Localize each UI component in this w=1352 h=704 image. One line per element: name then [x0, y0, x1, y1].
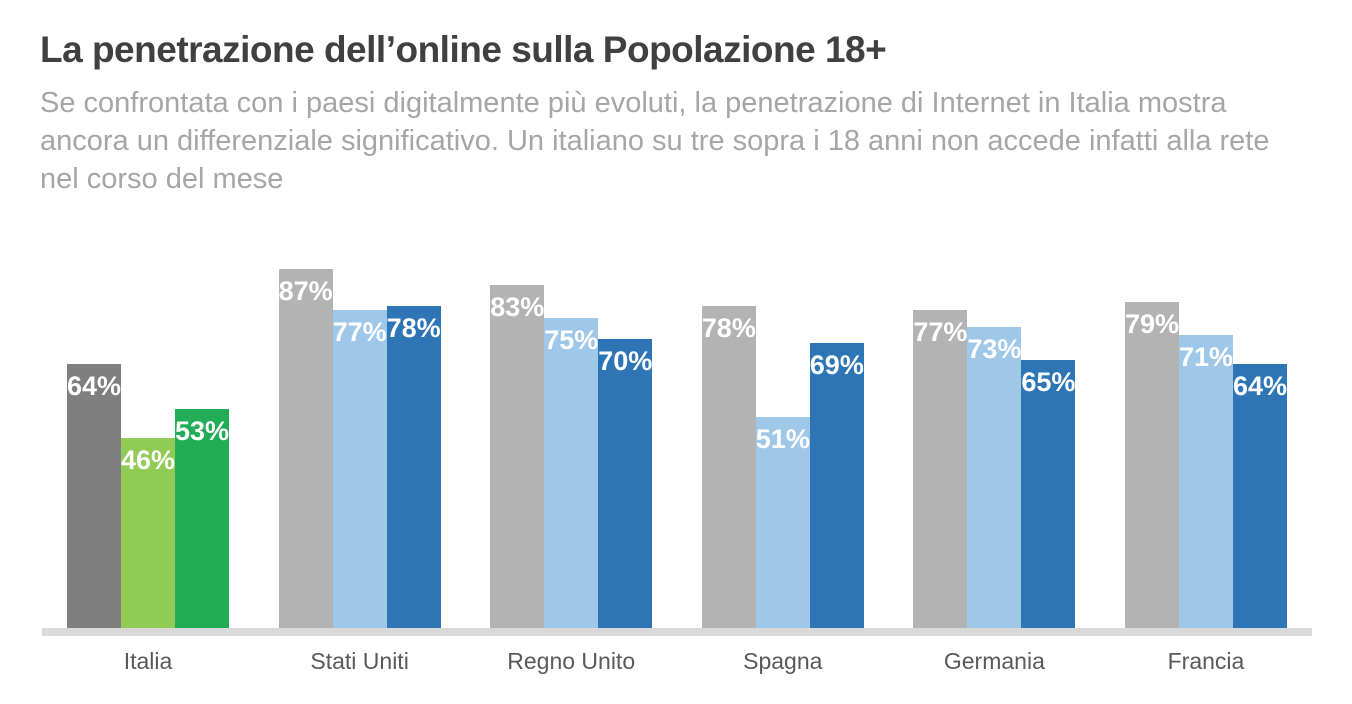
- bar: 78%: [386, 306, 441, 628]
- bar: 83%: [490, 285, 544, 628]
- bar-value-label: 69%: [809, 350, 864, 380]
- bar-value-label: 77%: [913, 317, 968, 347]
- bar-group-stati-uniti: 87% 77% 78%: [278, 269, 441, 628]
- bar-value-label: 64%: [67, 371, 122, 401]
- x-axis-baseline: [42, 628, 1312, 636]
- bar: 51%: [755, 417, 810, 628]
- bar-value-label: 78%: [701, 313, 756, 343]
- category-label: Regno Unito: [507, 648, 636, 674]
- bar: 46%: [121, 438, 175, 628]
- bar-value-label: 75%: [544, 325, 599, 355]
- bar-value-label: 73%: [967, 334, 1022, 364]
- bar-value-label: 70%: [598, 346, 653, 376]
- bar-value-label: 64%: [1232, 371, 1288, 401]
- category-label: Italia: [123, 648, 173, 674]
- category-axis-labels: Italia Stati Uniti Regno Unito Spagna German…: [42, 648, 1312, 675]
- category-label: Germania: [943, 648, 1045, 674]
- bar-value-label: 51%: [755, 424, 810, 454]
- bar-value-label: 53%: [175, 416, 230, 446]
- bar-group-italia: 64% 46% 53%: [67, 364, 229, 628]
- plot-area: 64% 46% 53% 87% 77% 78% 83% 75% 70% 78% 51% 69% 77% 7…: [42, 215, 1312, 628]
- bar-value-label: 83%: [490, 292, 545, 322]
- bar: 77%: [332, 310, 387, 628]
- bar: 65%: [1021, 360, 1075, 628]
- chart-title: La penetrazione dell’online sulla Popola…: [40, 29, 887, 70]
- bar: 75%: [544, 318, 598, 628]
- bar: 71%: [1178, 335, 1234, 628]
- bar-group-regno-unito: 83% 75% 70%: [490, 285, 652, 628]
- bar: 64%: [1232, 364, 1288, 628]
- category-label: Francia: [1167, 648, 1245, 674]
- bar-group-spagna: 78% 51% 69%: [701, 306, 864, 628]
- bar: 53%: [175, 409, 229, 628]
- bar: 70%: [598, 339, 652, 628]
- bar: 78%: [701, 306, 756, 628]
- bar: 77%: [913, 310, 967, 628]
- bar: 79%: [1124, 302, 1180, 628]
- bar-value-label: 71%: [1178, 342, 1234, 372]
- bar-value-label: 46%: [121, 445, 176, 475]
- bar-value-label: 79%: [1124, 309, 1180, 339]
- bar-group-francia: 79% 71% 64%: [1124, 302, 1288, 628]
- bar-value-label: 87%: [278, 276, 333, 306]
- category-label: Spagna: [743, 648, 823, 674]
- chart-subtitle: Se confrontata con i paesi digitalmente …: [40, 86, 1270, 195]
- bar-value-label: 77%: [332, 317, 387, 347]
- bar-value-label: 65%: [1021, 367, 1076, 397]
- bar-chart: 64% 46% 53% 87% 77% 78% 83% 75% 70% 78% 51% 69% 77% 7…: [42, 215, 1312, 675]
- bar: 69%: [809, 343, 864, 628]
- slide: La penetrazione dell’online sulla Popola…: [0, 0, 1352, 198]
- category-label: Stati Uniti: [310, 648, 409, 674]
- bar-group-germania: 77% 73% 65%: [913, 310, 1075, 628]
- bar: 87%: [278, 269, 333, 628]
- bar-value-label: 78%: [386, 313, 441, 343]
- bar: 73%: [967, 327, 1021, 628]
- bar: 64%: [67, 364, 121, 628]
